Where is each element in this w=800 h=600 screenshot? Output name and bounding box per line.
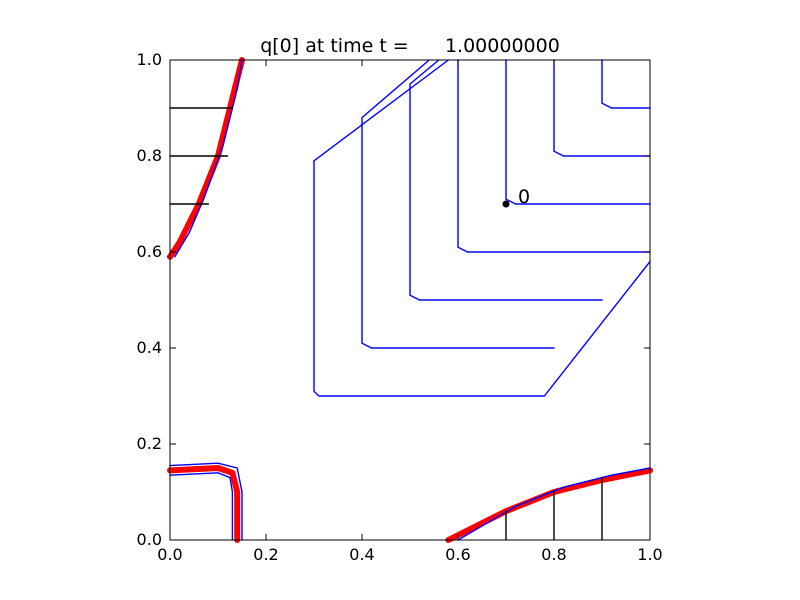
axes-frame: [169, 59, 651, 541]
contour-line-13: [457, 467, 651, 541]
chart-title: q[0] at time t = 1.00000000: [260, 35, 560, 57]
contour-line-5: [361, 59, 555, 349]
x-tick-label-2: 0.4: [349, 545, 374, 564]
x-tick-label-5: 1.0: [637, 545, 662, 564]
contour-line-9: [167, 465, 241, 543]
contour-line-6: [313, 59, 651, 397]
contour-line-3: [457, 59, 651, 253]
contour-line-0: [505, 59, 651, 205]
x-tick-label-1: 0.2: [253, 545, 278, 564]
x-tick-label-0: 0.0: [157, 545, 182, 564]
contour-line-10: [169, 462, 243, 541]
y-tick-label-4: 0.8: [137, 146, 162, 165]
marker-layer: 0: [502, 186, 530, 208]
marker-point: [502, 200, 510, 208]
plot-area: 0 0.0 0.2 0.4 0.6 0.8 1.0 0.0 0.2 0.4 0.6 0.8 1.0: [137, 50, 663, 564]
ticks-layer: 0.0 0.2 0.4 0.6 0.8 1.0 0.0 0.2 0.4 0.6 0.8 1.0: [137, 50, 663, 564]
contour-line-7: [167, 57, 245, 260]
y-tick-label-3: 0.6: [137, 242, 162, 261]
contour-line-1: [553, 59, 651, 157]
contour-line-4: [409, 59, 603, 301]
x-tick-label-3: 0.6: [445, 545, 470, 564]
y-tick-label-1: 0.2: [137, 434, 162, 453]
x-tick-label-4: 0.8: [541, 545, 566, 564]
contour-layer: [167, 57, 653, 543]
contour-line-11: [169, 472, 234, 541]
y-tick-label-5: 1.0: [137, 50, 162, 69]
annotation-label-0: 0: [518, 186, 530, 208]
contour-line-2: [601, 59, 651, 109]
contour-line-8: [174, 59, 243, 258]
y-tick-label-0: 0.0: [137, 530, 162, 549]
y-tick-label-2: 0.4: [137, 338, 162, 357]
